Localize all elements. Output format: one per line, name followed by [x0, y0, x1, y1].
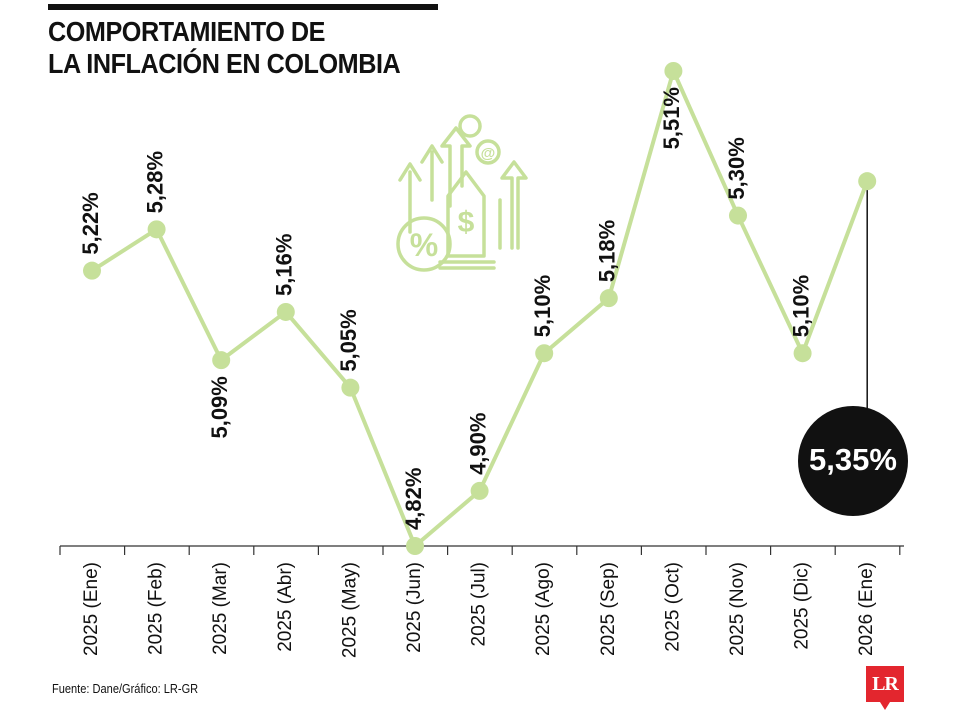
x-tick-label: 2025 (Dic): [792, 562, 813, 650]
svg-text:$: $: [458, 206, 475, 239]
x-tick-label: 2025 (Nov): [727, 562, 748, 656]
finance-growth-icon: @ $ %: [396, 114, 528, 272]
data-label: 5,10%: [788, 275, 813, 337]
x-tick-label: 2025 (Oct): [662, 562, 683, 652]
data-point: [599, 289, 618, 308]
x-tick-label: 2025 (Abr): [275, 562, 296, 652]
source-note: Fuente: Dane/Gráfico: LR-GR: [52, 681, 199, 696]
data-label: 5,51%: [659, 87, 684, 149]
data-point: [406, 537, 424, 555]
chart-title-line-2: LA INFLACIÓN EN COLOMBIA: [48, 48, 401, 79]
x-tick-label: 2025 (May): [339, 562, 360, 658]
svg-text:%: %: [410, 227, 438, 263]
x-tick-label: 2026 (Ene): [856, 562, 877, 656]
data-label: 5,10%: [530, 275, 555, 337]
data-label: 4,82%: [401, 468, 426, 530]
x-tick-label: 2025 (Ago): [533, 562, 554, 656]
x-tick-label: 2025 (Mar): [210, 562, 231, 655]
data-point: [83, 261, 101, 280]
highlight-circle: [798, 406, 908, 516]
data-point: [535, 344, 554, 363]
data-point: [858, 172, 877, 191]
chart-title: COMPORTAMIENTO DE LA INFLACIÓN EN COLOMB…: [48, 16, 401, 80]
title-rule: [48, 4, 438, 10]
data-point: [664, 62, 683, 80]
data-point: [276, 302, 295, 321]
svg-text:@: @: [481, 145, 496, 162]
lr-logo: LR: [866, 666, 904, 702]
highlight-value: 5,35%: [809, 442, 897, 477]
data-label: 5,22%: [78, 192, 103, 254]
x-tick-label: 2025 (Ene): [81, 562, 102, 656]
data-label: 5,18%: [595, 220, 620, 282]
data-label: 4,90%: [465, 413, 490, 475]
data-point: [341, 378, 360, 397]
x-tick-label: 2025 (Jul): [469, 562, 490, 647]
data-label: 5,28%: [142, 151, 167, 213]
data-label: 5,16%: [272, 234, 297, 296]
data-point: [793, 344, 812, 363]
data-point: [147, 220, 166, 239]
x-tick-label: 2025 (Sep): [598, 562, 619, 656]
data-label: 5,05%: [336, 309, 361, 371]
data-point: [470, 481, 489, 500]
lr-logo-tail: [880, 702, 890, 710]
data-label: 5,09%: [207, 376, 232, 438]
data-point: [729, 206, 747, 225]
data-point: [212, 351, 231, 370]
x-tick-label: 2025 (Jun): [404, 562, 425, 653]
data-label: 5,30%: [724, 137, 749, 199]
chart-title-line-1: COMPORTAMIENTO DE: [48, 16, 326, 47]
x-tick-label: 2025 (Feb): [146, 562, 167, 655]
